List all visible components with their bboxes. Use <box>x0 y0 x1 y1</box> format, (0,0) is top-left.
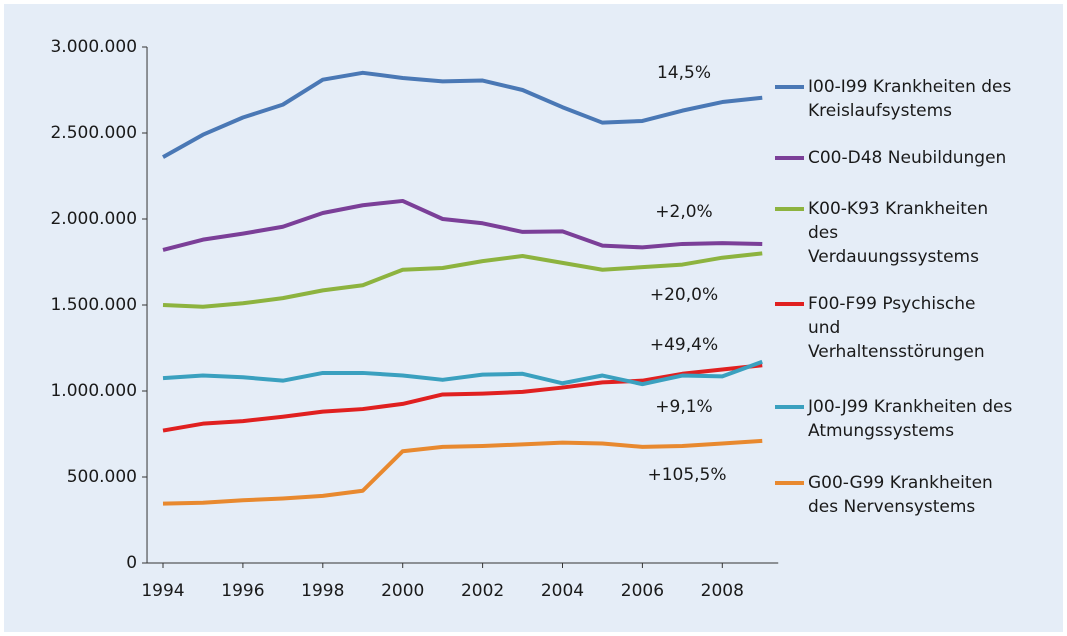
series-line <box>162 438 763 506</box>
series-line <box>162 251 763 309</box>
chart: 0 500.000 1.000.000 1.500.000 2.000.000 2.500… <box>50 37 804 601</box>
x-tick-label: 2006 <box>621 581 664 601</box>
x-tick-label: 2002 <box>461 581 504 601</box>
annotation: +2,0% <box>655 202 712 222</box>
legend-label: F00-F99 Psychische und Verhaltensstörung… <box>808 294 985 362</box>
series-line <box>162 70 763 159</box>
series-line <box>162 359 763 387</box>
series-line <box>162 198 763 252</box>
x-tick-label: 2004 <box>541 581 584 601</box>
x-tick-label: 1996 <box>221 581 264 601</box>
x-tick-label: 2000 <box>381 581 424 601</box>
y-tick-label: 2.500.000 <box>50 123 137 143</box>
y-tick-label: 2.000.000 <box>50 209 137 229</box>
y-tick-label: 0 <box>126 553 137 573</box>
y-tick-label: 500.000 <box>67 467 137 487</box>
annotation: +105,5% <box>647 465 726 485</box>
y-tick-label: 1.000.000 <box>50 381 137 401</box>
x-tick-label: 1994 <box>141 581 184 601</box>
legend-label: G00-G99 Krankheiten des Nervensystems <box>808 473 993 517</box>
x-tick-label: 1998 <box>301 581 344 601</box>
annotation: 14,5% <box>657 63 711 83</box>
y-tick-label: 1.500.000 <box>50 295 137 315</box>
series-line <box>162 363 763 433</box>
legend-label: C00-D48 Neubildungen <box>808 148 1007 168</box>
x-tick-label: 2008 <box>701 581 744 601</box>
chart-area: 0 500.000 1.000.000 1.500.000 2.000.000 2.500… <box>4 4 1063 632</box>
annotation: +20,0% <box>650 285 718 305</box>
legend-label: I00-I99 Krankheiten des Kreislaufsystems <box>808 77 1012 121</box>
annotation: +9,1% <box>655 397 712 417</box>
legend-label: J00-J99 Krankheiten des Atmungssystems <box>808 397 1013 441</box>
annotation: +49,4% <box>650 335 718 355</box>
y-tick-label: 3.000.000 <box>50 37 137 57</box>
legend-label: K00-K93 Krankheiten des Verdauungssystem… <box>808 199 989 267</box>
